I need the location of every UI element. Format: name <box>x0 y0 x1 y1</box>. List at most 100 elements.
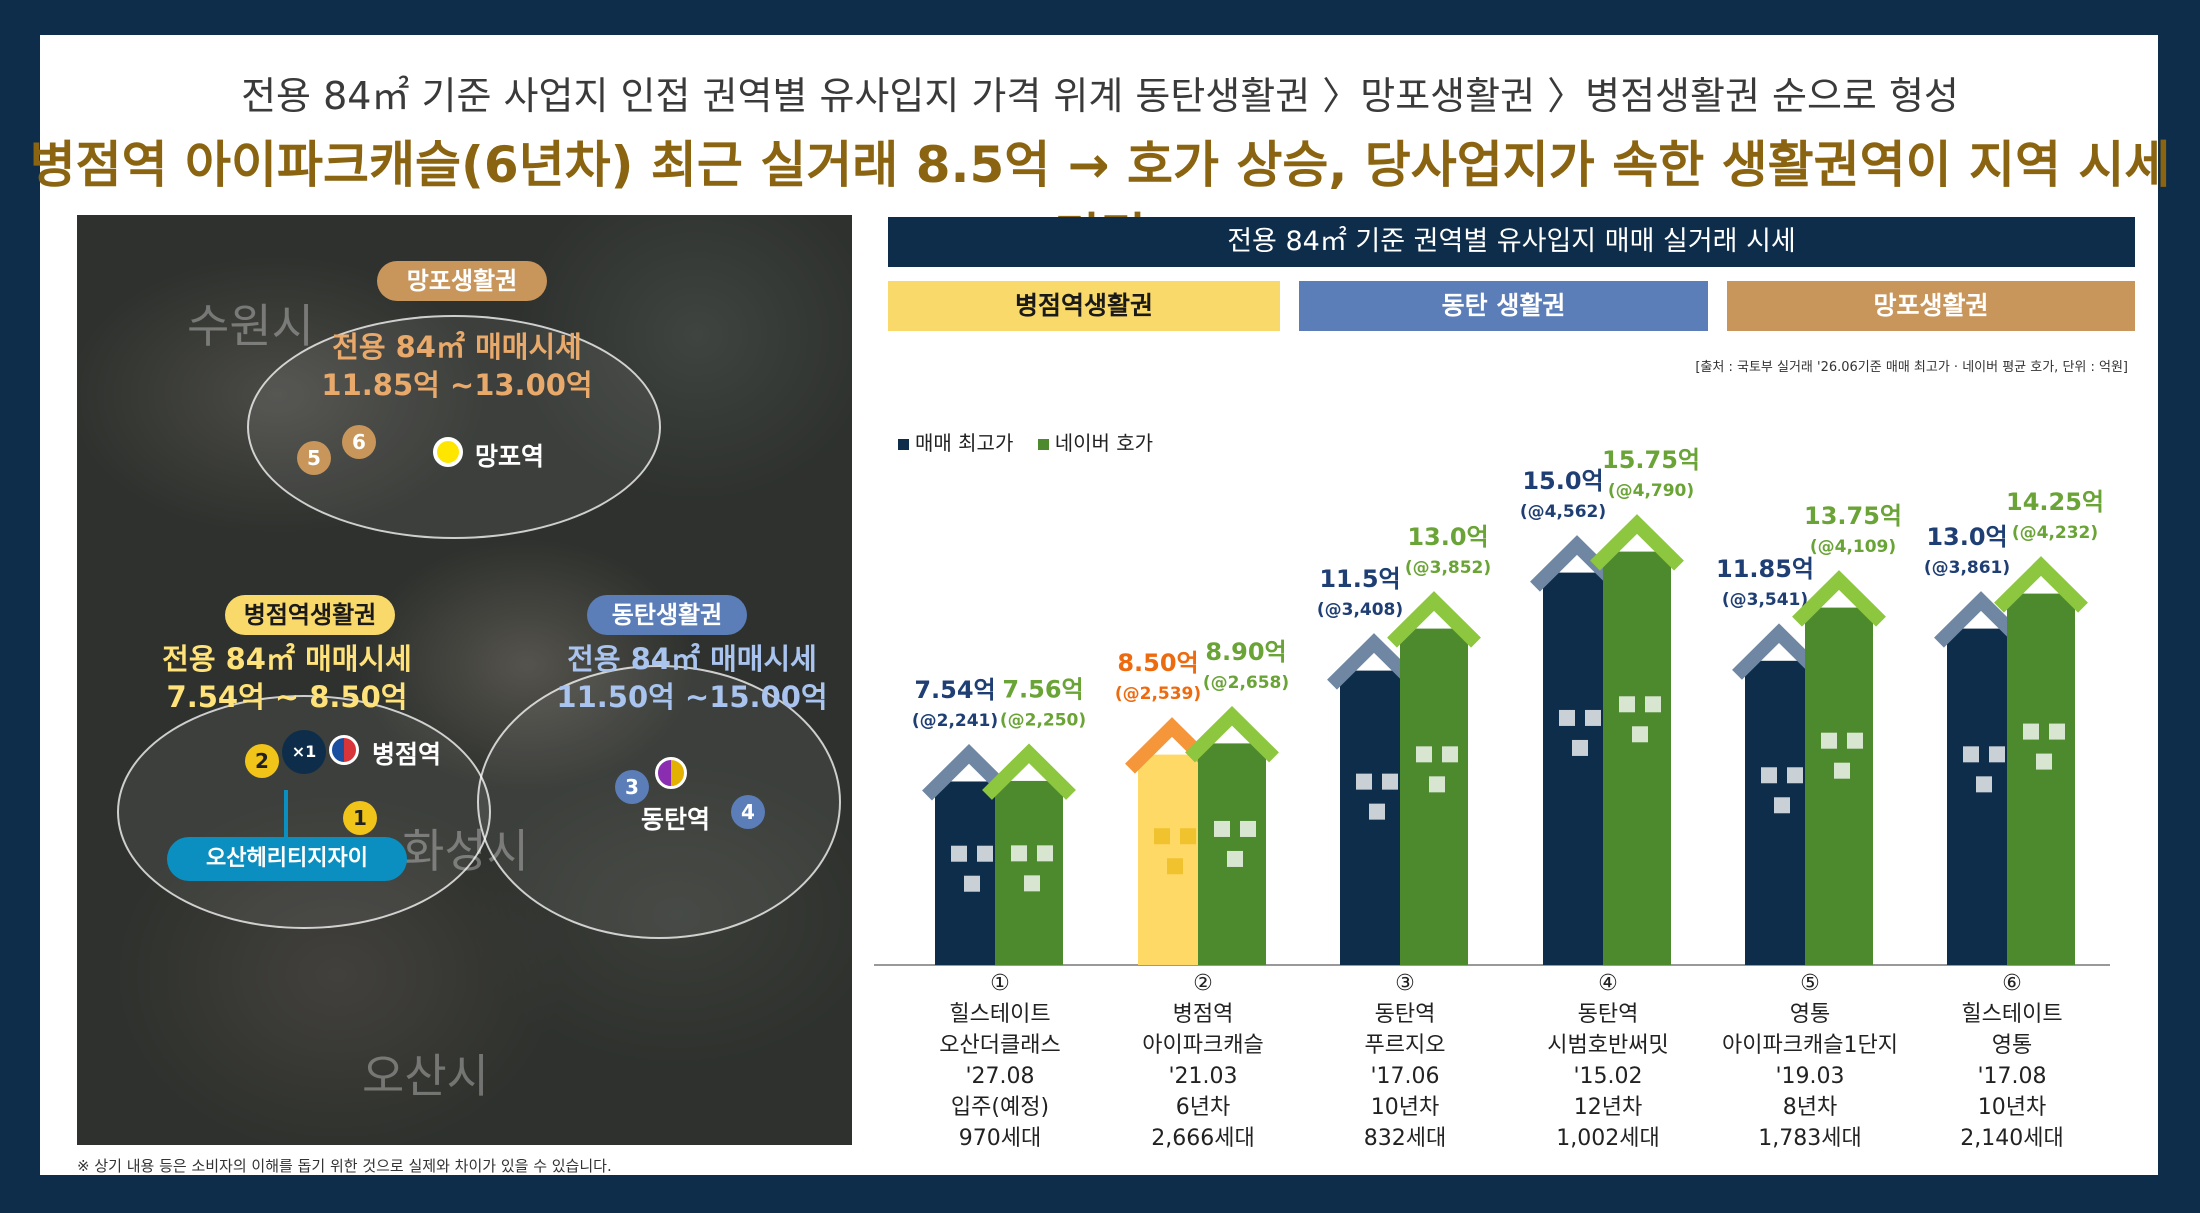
bar-window-naver-1-1 <box>1011 845 1027 862</box>
bar-max-4 <box>1543 572 1611 965</box>
mangpo-zone-price: 전용 84㎡ 매매시세 11.85억 ~13.00억 <box>277 328 637 404</box>
bar-naver-3 <box>1400 628 1468 965</box>
category-label-3: ③ 동탄역 푸르지오 '17.06 10년차 832세대 <box>1305 968 1505 1154</box>
bar-window-max-1-3 <box>964 875 980 892</box>
bar-max-1 <box>935 781 1003 965</box>
bar-window-naver-5-3 <box>1834 762 1850 779</box>
bar-window-naver-1-3 <box>1024 875 1040 892</box>
legend-swatch-max <box>898 439 909 450</box>
byeongjeom-zone-price-line1: 전용 84㎡ 매매시세 <box>162 642 412 676</box>
bar-window-max-1-2 <box>977 845 993 862</box>
value-sub-naver-2: (@2,658) <box>1203 673 1289 693</box>
byeongjeom-station-icon <box>329 735 359 765</box>
bar-window-max-4-2 <box>1585 709 1601 726</box>
bar-window-naver-5-1 <box>1821 732 1837 749</box>
value-label-max-2: 8.50억 <box>1117 649 1198 677</box>
value-label-naver-4: 15.75억 <box>1602 446 1700 474</box>
bar-window-max-5-3 <box>1774 797 1790 814</box>
chart-title: 전용 84㎡ 기준 권역별 유사입지 매매 실거래 시세 <box>888 217 2135 267</box>
bar-window-max-6-3 <box>1976 776 1992 793</box>
bar-max-6 <box>1947 628 2015 965</box>
bar-window-max-4-1 <box>1559 709 1575 726</box>
value-label-max-6: 13.0억 <box>1926 523 2007 551</box>
value-label-naver-1: 7.56억 <box>1002 675 1083 703</box>
site-label-badge: 오산헤리티지자이 <box>167 837 407 881</box>
category-line-6-3: '17.08 <box>1977 1064 2047 1089</box>
value-sub-naver-1: (@2,250) <box>1000 710 1086 730</box>
bar-window-max-5-2 <box>1787 767 1803 784</box>
category-line-5-4: 8년차 <box>1782 1095 1838 1120</box>
bar-window-naver-1-2 <box>1037 845 1053 862</box>
value-label-max-1: 7.54억 <box>914 676 995 704</box>
value-sub-max-3: (@3,408) <box>1317 600 1403 620</box>
value-sub-naver-4: (@4,790) <box>1608 481 1694 501</box>
category-line-2-2: 아이파크캐슬 <box>1142 1033 1264 1058</box>
marker-3: 3 <box>615 770 649 804</box>
dongtan-zone-price-line2: 11.50억 ~15.00억 <box>556 680 828 714</box>
headline-sub: 전용 84㎡ 기준 사업지 인접 권역별 유사입지 가격 위계 동탄생활권 〉망… <box>241 74 1959 118</box>
bar-roof-naver-2 <box>1185 705 1279 763</box>
bar-roof-naver-4 <box>1590 514 1684 571</box>
value-sub-max-4: (@4,562) <box>1520 502 1606 522</box>
mangpo-station-label: 망포역 <box>475 442 545 471</box>
byeongjeom-zone-pill: 병점역생활권 <box>225 595 395 635</box>
category-line-4-1: 동탄역 <box>1577 1002 1639 1027</box>
bar-roof-naver-3 <box>1387 591 1481 648</box>
byeongjeom-station-label: 병점역 <box>372 740 442 769</box>
chart-legend: 매매 최고가 네이버 호가 <box>898 427 1171 456</box>
value-sub-max-1: (@2,241) <box>912 711 998 731</box>
marker-2: 2 <box>245 744 279 778</box>
category-label-4: ④ 동탄역 시범호반써밋 '15.02 12년차 1,002세대 <box>1508 968 1708 1154</box>
value-label-max-3: 11.5억 <box>1319 565 1400 593</box>
category-line-1-5: 970세대 <box>958 1126 1042 1151</box>
category-line-4-4: 12년차 <box>1573 1095 1643 1120</box>
category-line-2-3: '21.03 <box>1168 1064 1238 1089</box>
category-line-5-5: 1,783세대 <box>1758 1126 1862 1151</box>
bar-roof-naver-6 <box>1994 556 2088 613</box>
value-label-max-4: 15.0억 <box>1522 467 1603 495</box>
category-line-1-3: '27.08 <box>965 1064 1035 1089</box>
category-line-2-5: 2,666세대 <box>1151 1126 1255 1151</box>
category-num-3: ③ <box>1395 971 1415 996</box>
value-label-naver-2: 8.90억 <box>1205 638 1286 666</box>
bar-window-naver-5-2 <box>1847 732 1863 749</box>
category-line-6-1: 힐스테이트 <box>1961 1002 2063 1027</box>
category-label-1: ① 힐스테이트 오산더클래스 '27.08 입주(예정) 970세대 <box>900 968 1100 1154</box>
category-num-2: ② <box>1193 971 1213 996</box>
marker-5: 5 <box>297 441 331 475</box>
bar-window-naver-4-2 <box>1645 696 1661 713</box>
category-line-2-4: 6년차 <box>1175 1095 1231 1120</box>
bar-roof-naver-1 <box>982 743 1076 800</box>
category-line-3-2: 푸르지오 <box>1364 1033 1446 1058</box>
dongtan-zone-price-line1: 전용 84㎡ 매매시세 <box>567 642 817 676</box>
category-line-6-2: 영통 <box>1991 1033 2033 1058</box>
bar-window-max-2-2 <box>1180 828 1196 845</box>
legend-label-max: 매매 최고가 <box>915 431 1014 455</box>
dongtan-station-icon <box>655 757 687 789</box>
value-label-naver-6: 14.25억 <box>2006 488 2104 516</box>
bar-window-naver-3-1 <box>1416 746 1432 763</box>
value-sub-max-5: (@3,541) <box>1722 590 1808 610</box>
site-pointer-line <box>284 790 288 840</box>
value-label-naver-3: 13.0억 <box>1407 523 1488 551</box>
value-sub-naver-6: (@4,232) <box>2012 523 2098 543</box>
category-label-5: ⑤ 영통 아이파크캐슬1단지 '19.03 8년차 1,783세대 <box>1710 968 1910 1154</box>
city-label-osan: 오산시 <box>362 1049 489 1103</box>
bar-window-naver-4-1 <box>1619 696 1635 713</box>
city-label-suwon: 수원시 <box>187 299 314 353</box>
mangpo-station-icon <box>433 437 463 467</box>
bar-window-naver-2-3 <box>1227 850 1243 867</box>
bar-window-naver-6-3 <box>2036 753 2052 770</box>
bar-naver-5 <box>1805 607 1873 965</box>
dongtan-station-label: 동탄역 <box>641 805 711 834</box>
value-label-max-5: 11.85억 <box>1716 555 1814 583</box>
category-num-5: ⑤ <box>1800 971 1820 996</box>
category-num-4: ④ <box>1598 971 1618 996</box>
category-line-4-3: '15.02 <box>1573 1064 1643 1089</box>
bar-window-naver-6-2 <box>2049 723 2065 740</box>
bar-window-max-4-3 <box>1572 739 1588 756</box>
bar-window-max-1-1 <box>951 845 967 862</box>
chart-source: [출처 : 국토부 실거래 '26.06기준 매매 최고가 · 네이버 평균 호… <box>1695 360 2128 375</box>
value-sub-max-6: (@3,861) <box>1924 558 2010 578</box>
